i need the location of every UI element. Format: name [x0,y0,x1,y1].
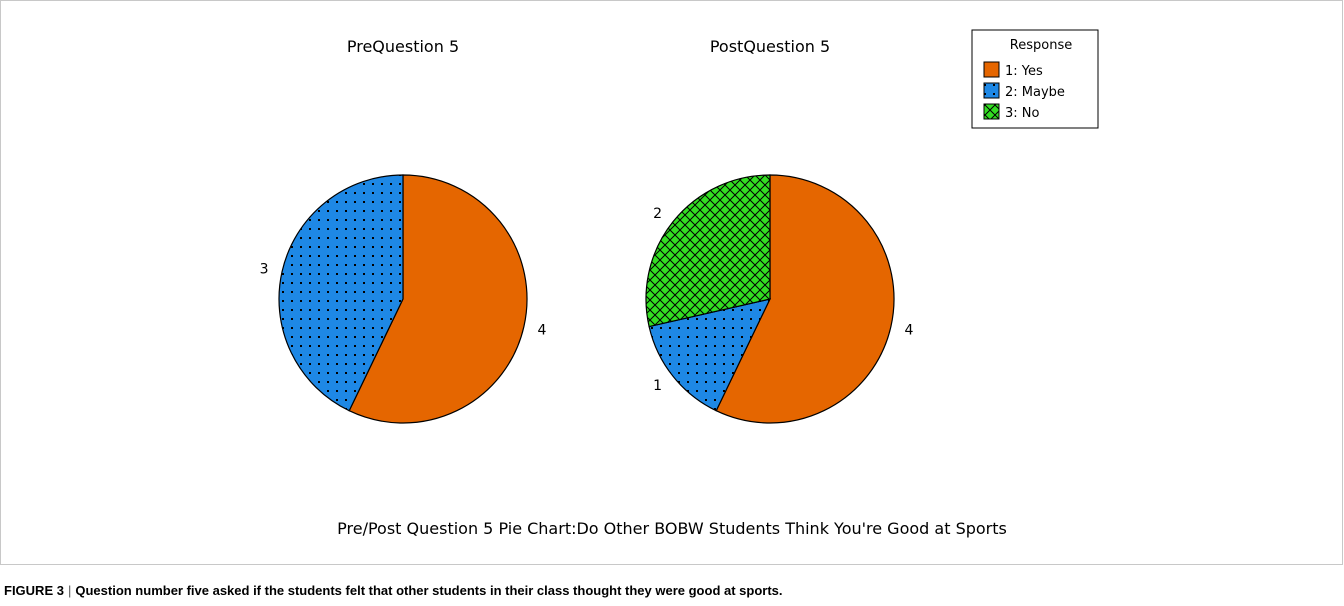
pie-pre-label-yes: 4 [538,323,547,339]
caption-figure-label: FIGURE 3 [4,583,64,598]
legend-swatch-yes [983,61,1000,78]
figure-caption: FIGURE 3 | Question number five asked if t… [4,583,1334,598]
pie-post-slice-yes [715,174,895,424]
pie-post: 4 1 2 [645,174,914,424]
legend: Response 1: Yes 2: Maybe 3: No [971,29,1099,129]
caption-separator: | [67,583,72,598]
legend-swatch-maybe [983,82,1000,99]
pie-post-slice-no [645,174,771,328]
legend-title: Response [1010,38,1072,53]
caption-end: . [778,583,783,598]
pie-pre-slice-maybe [278,174,404,412]
pie-charts-canvas: PreQuestion 5 PostQuestion 5 43 412 Resp… [260,29,1099,424]
pie-post-label-maybe: 1 [653,378,662,394]
pie-post-slice-maybe [648,298,772,412]
legend-label-no: 3: No [1005,106,1040,121]
pie-pre-slice-yes [348,174,528,424]
pie-pre-label-maybe: 3 [260,261,269,277]
pie-title-pre: PreQuestion 5 [347,37,459,56]
pie-title-post: PostQuestion 5 [710,37,830,56]
pie-post-label-no: 2 [653,206,662,222]
caption-text: Question number five asked if the studen… [75,583,779,598]
legend-label-maybe: 2: Maybe [1005,85,1065,100]
pie-pre: 43 [260,174,547,424]
pie-post-label-yes: 4 [905,323,914,339]
footer-title: Pre/Post Question 5 Pie Chart:Do Other B… [337,519,1007,538]
legend-label-yes: 1: Yes [1005,64,1043,79]
legend-swatch-no [983,103,1000,120]
